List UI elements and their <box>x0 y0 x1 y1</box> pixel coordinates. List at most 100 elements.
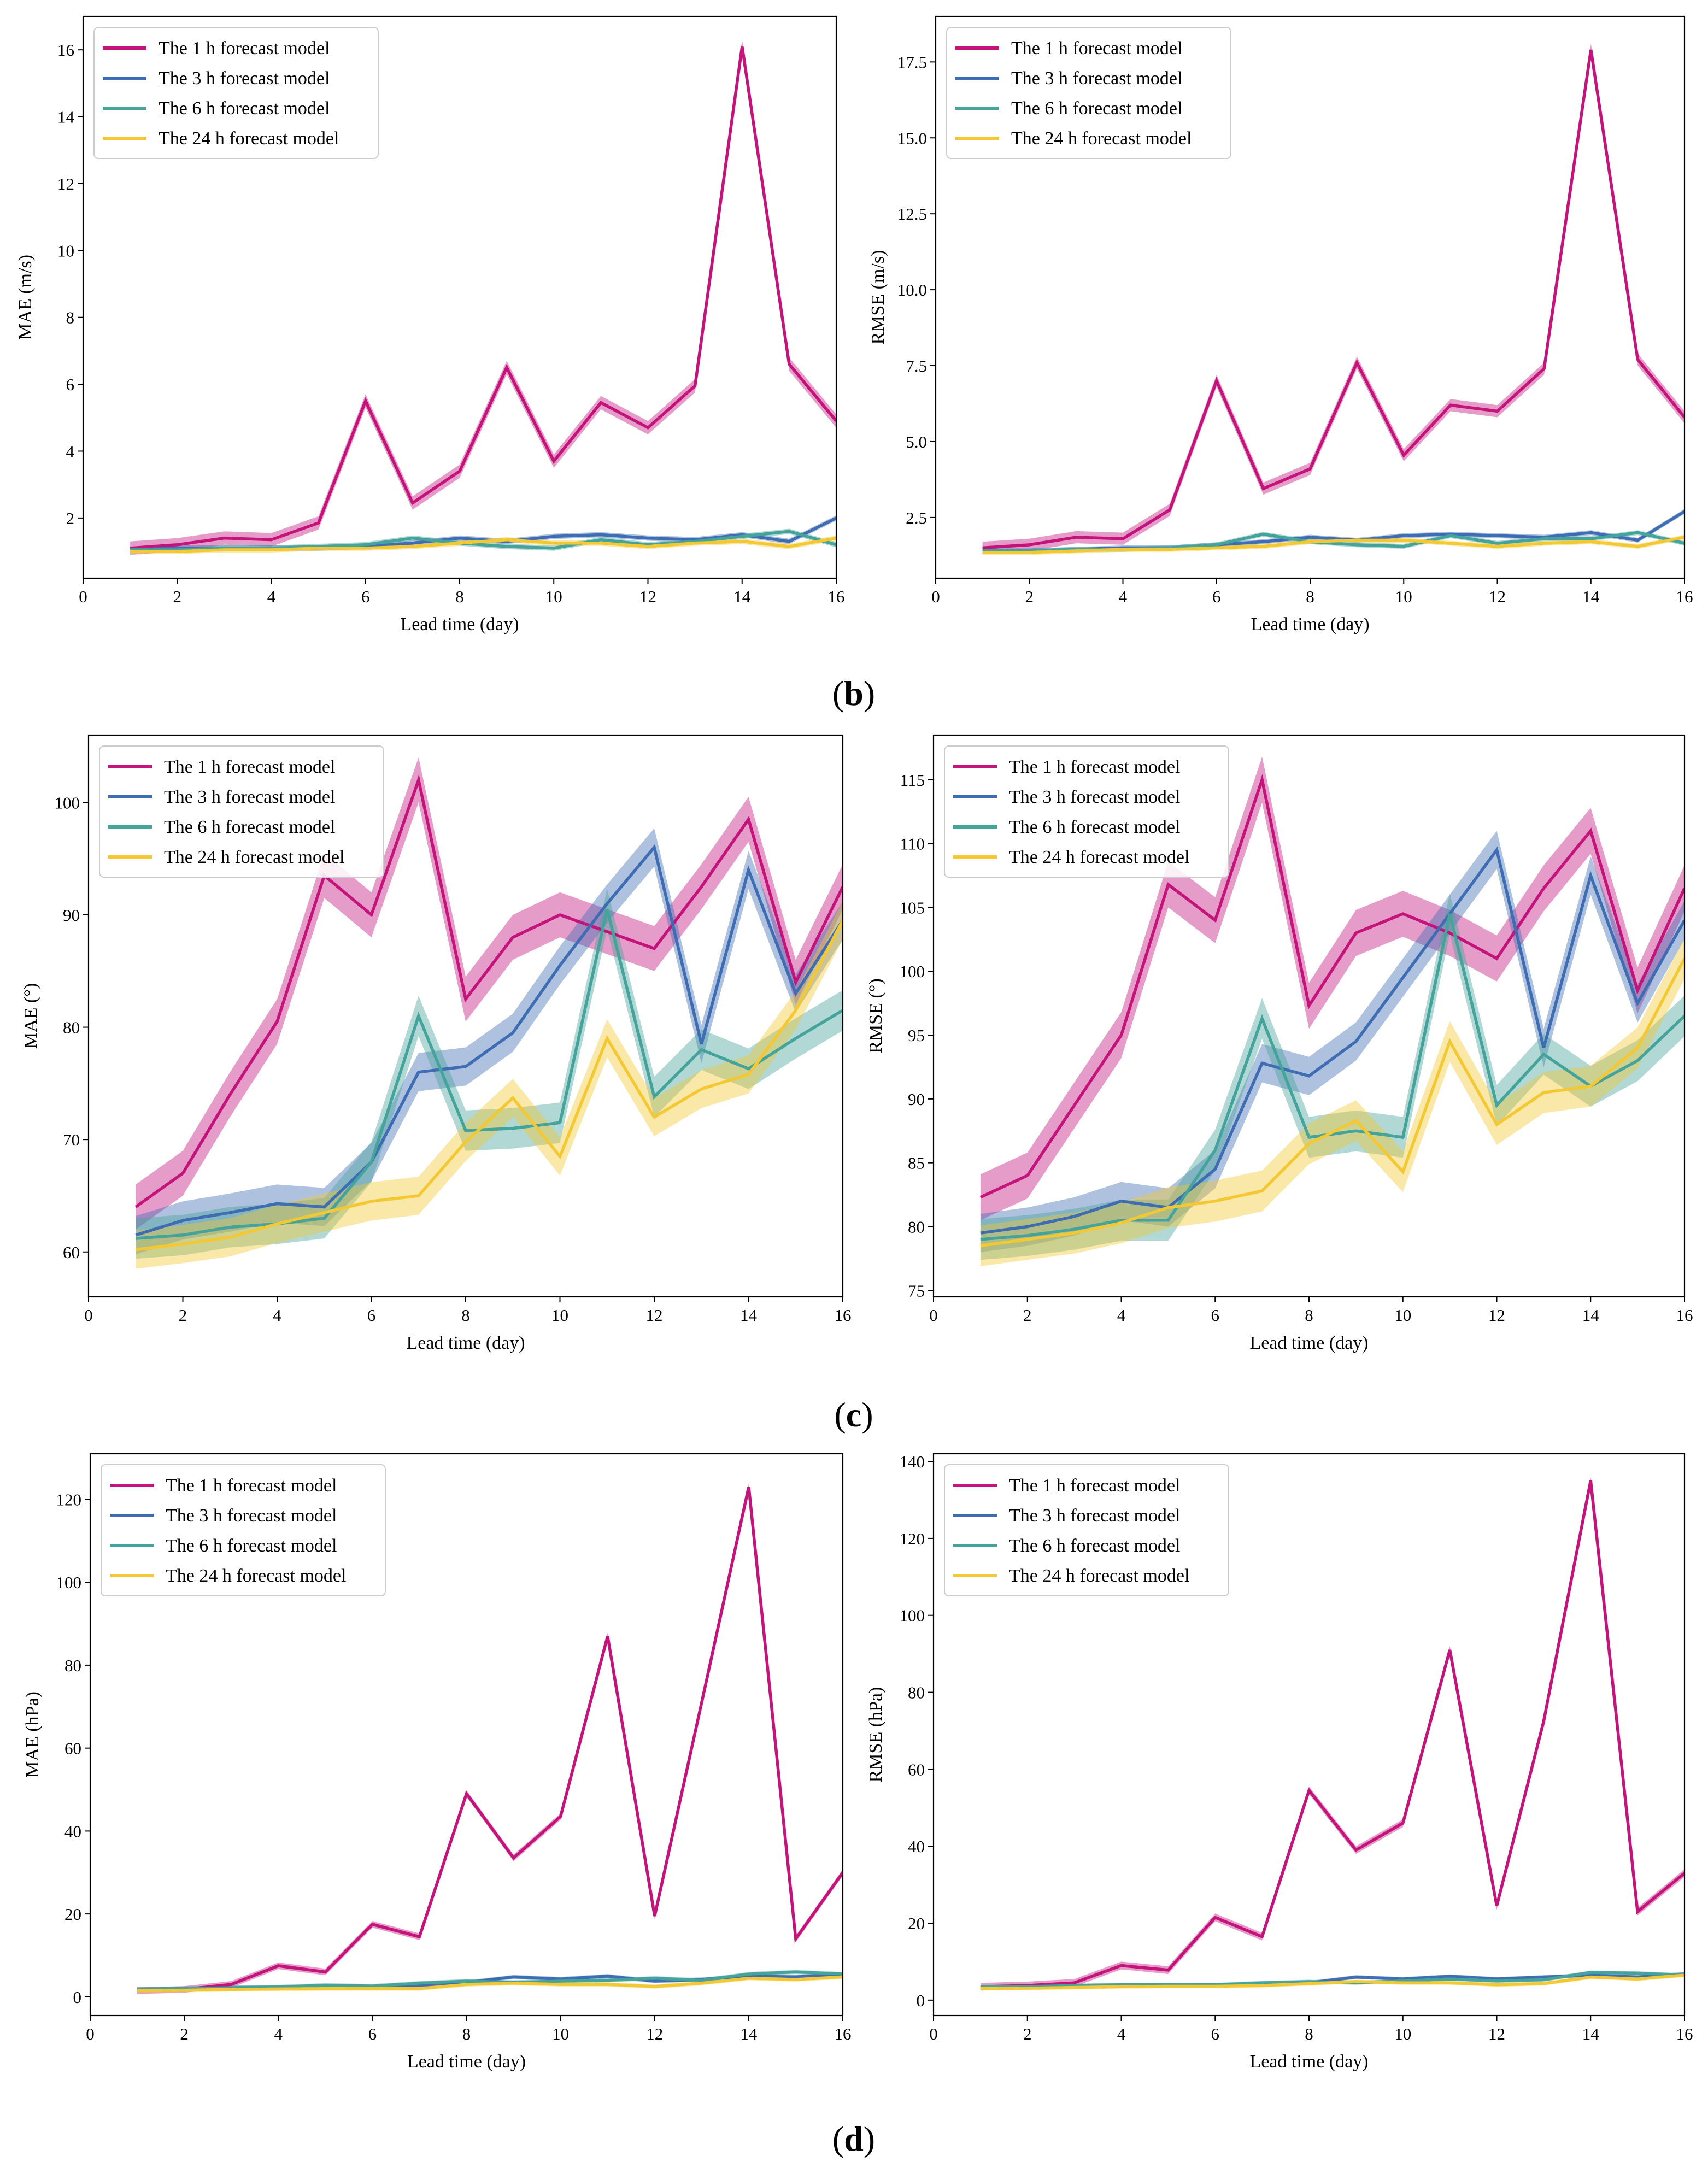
x-tick-label-b-rmse-2: 2 <box>1025 587 1034 606</box>
y-tick-label-b-mae-1: 4 <box>66 442 75 461</box>
y-tick-label-c-rmse-3: 90 <box>908 1090 925 1109</box>
x-tick-label-d-rmse-12: 12 <box>1488 2024 1505 2043</box>
y-tick-label-c-mae-4: 100 <box>55 793 80 812</box>
panel-label-d: (d) <box>832 2119 875 2158</box>
x-tick-label-c-rmse-4: 4 <box>1117 1306 1126 1325</box>
y-tick-label-c-mae-1: 70 <box>63 1130 80 1149</box>
y-tick-label-b-rmse-2: 7.5 <box>906 356 927 375</box>
x-axis-label-c-rmse: Lead time (day) <box>1249 1333 1368 1353</box>
y-tick-label-d-mae-2: 40 <box>64 1822 81 1841</box>
line-c-rmse-series-0 <box>979 774 1684 1199</box>
x-tick-label-b-rmse-12: 12 <box>1489 587 1506 606</box>
band-c-mae-series-1 <box>136 828 843 1254</box>
x-tick-label-d-rmse-14: 14 <box>1582 2024 1600 2043</box>
legend-label-d-rmse-1: The 3 h forecast model <box>1009 1506 1180 1526</box>
legend-label-c-rmse-1: The 3 h forecast model <box>1009 787 1180 807</box>
line-c-mae-series-2 <box>136 909 843 1240</box>
chart-c-rmse: 0 2 4 6 8 10 12 14 16 75 80 85 90 95 100 105 110 115 Lead … <box>866 734 1693 1353</box>
y-tick-label-c-rmse-6: 105 <box>900 898 925 917</box>
legend-label-b-rmse-3: The 24 h forecast model <box>1011 128 1192 149</box>
y-tick-label-d-mae-3: 60 <box>64 1739 81 1758</box>
y-tick-label-c-rmse-4: 95 <box>908 1026 925 1045</box>
x-tick-label-b-mae-2: 2 <box>173 587 182 606</box>
x-tick-label-c-mae-0: 0 <box>84 1306 93 1325</box>
x-tick-label-b-mae-0: 0 <box>79 587 87 606</box>
legend-box-d-rmse <box>944 1464 1229 1596</box>
x-tick-label-c-mae-8: 8 <box>461 1306 470 1325</box>
x-tick-label-c-rmse-6: 6 <box>1211 1306 1220 1325</box>
y-tick-label-b-mae-4: 10 <box>57 241 74 260</box>
x-tick-label-c-rmse-10: 10 <box>1394 1306 1411 1325</box>
x-tick-label-d-mae-2: 2 <box>180 2024 189 2043</box>
x-tick-label-d-rmse-6: 6 <box>1211 2024 1220 2043</box>
plot-area-d-mae <box>137 1483 843 1994</box>
y-tick-label-c-rmse-1: 80 <box>908 1218 925 1237</box>
y-tick-label-d-rmse-0: 0 <box>917 1991 925 2010</box>
plot-area-c-rmse <box>979 756 1684 1266</box>
x-tick-label-b-rmse-8: 8 <box>1306 587 1314 606</box>
band-c-mae-series-2 <box>136 889 843 1259</box>
x-tick-label-d-mae-0: 0 <box>86 2024 95 2043</box>
y-tick-label-d-mae-5: 100 <box>56 1573 82 1592</box>
legend-label-b-rmse-0: The 1 h forecast model <box>1011 38 1182 58</box>
x-tick-label-b-rmse-0: 0 <box>931 587 940 606</box>
x-tick-label-c-rmse-14: 14 <box>1582 1306 1600 1325</box>
legend-label-b-mae-0: The 1 h forecast model <box>159 38 330 58</box>
line-c-rmse-series-2 <box>980 913 1684 1241</box>
x-axis-label-b-mae: Lead time (day) <box>400 614 519 634</box>
y-tick-label-d-rmse-1: 20 <box>908 1914 925 1933</box>
y-tick-label-b-mae-7: 16 <box>57 40 74 60</box>
y-tick-label-d-mae-6: 120 <box>56 1490 82 1509</box>
y-tick-label-d-mae-0: 0 <box>73 1988 82 2007</box>
y-tick-label-c-rmse-8: 115 <box>900 771 925 790</box>
line-b-mae-series-0 <box>130 46 836 550</box>
x-tick-label-b-mae-10: 10 <box>545 587 562 606</box>
x-tick-label-d-mae-8: 8 <box>462 2024 471 2043</box>
line-d-rmse-series-0 <box>980 1480 1684 1988</box>
y-tick-label-b-rmse-5: 15.0 <box>897 128 927 148</box>
x-tick-label-c-rmse-12: 12 <box>1488 1306 1505 1325</box>
legend-label-c-mae-1: The 3 h forecast model <box>164 787 335 807</box>
legend-label-c-rmse-2: The 6 h forecast model <box>1009 817 1180 837</box>
x-tick-label-b-mae-12: 12 <box>639 587 656 606</box>
x-tick-label-d-rmse-2: 2 <box>1023 2024 1032 2043</box>
line-d-rmse-series-3 <box>980 1973 1684 1990</box>
y-axis-label-d-mae: MAE (hPa) <box>22 1691 43 1778</box>
line-c-rmse-series-3 <box>980 957 1684 1248</box>
plot-area-c-mae <box>134 757 843 1269</box>
y-tick-label-d-rmse-6: 120 <box>900 1529 925 1548</box>
x-axis-label-c-mae: Lead time (day) <box>406 1333 525 1353</box>
y-tick-label-b-rmse-4: 12.5 <box>897 204 927 224</box>
legend-box-b-mae <box>93 27 379 159</box>
legend-c-rmse: The 1 h forecast model The 3 h forecast m… <box>944 745 1229 878</box>
line-b-mae-series-3 <box>130 536 836 553</box>
line-d-mae-series-2 <box>137 1970 843 1991</box>
y-tick-label-d-rmse-3: 60 <box>908 1760 925 1779</box>
y-axis-label-b-rmse: RMSE (m/s) <box>868 250 888 345</box>
legend-label-c-rmse-3: The 24 h forecast model <box>1009 847 1189 867</box>
line-d-mae-series-0 <box>137 1487 843 1993</box>
legend-box-d-mae <box>101 1464 386 1596</box>
y-tick-label-b-rmse-1: 5.0 <box>906 432 927 451</box>
x-tick-label-c-rmse-0: 0 <box>929 1306 938 1325</box>
y-tick-label-d-rmse-2: 40 <box>908 1837 925 1856</box>
line-b-rmse-series-0 <box>982 49 1684 550</box>
y-tick-label-b-rmse-0: 2.5 <box>906 508 927 527</box>
y-axis-label-c-mae: MAE (°) <box>21 983 41 1049</box>
legend-label-b-mae-2: The 6 h forecast model <box>159 98 330 119</box>
y-tick-label-c-mae-0: 60 <box>63 1243 80 1262</box>
line-b-rmse-series-3 <box>982 536 1684 554</box>
legend-box-c-mae <box>99 745 384 878</box>
y-tick-label-b-mae-3: 8 <box>66 308 75 327</box>
legend-c-mae: The 1 h forecast model The 3 h forecast m… <box>99 745 384 878</box>
y-tick-label-c-rmse-0: 75 <box>908 1281 925 1300</box>
legend-label-c-mae-0: The 1 h forecast model <box>164 757 335 777</box>
band-c-rmse-series-2 <box>980 893 1684 1260</box>
y-tick-label-b-mae-5: 12 <box>57 174 74 193</box>
plot-area-b-mae <box>130 39 836 555</box>
x-tick-label-d-mae-4: 4 <box>274 2024 283 2043</box>
x-tick-label-b-mae-4: 4 <box>267 587 276 606</box>
x-axis-label-d-rmse: Lead time (day) <box>1249 2052 1368 2072</box>
line-c-mae-series-0 <box>134 774 843 1208</box>
